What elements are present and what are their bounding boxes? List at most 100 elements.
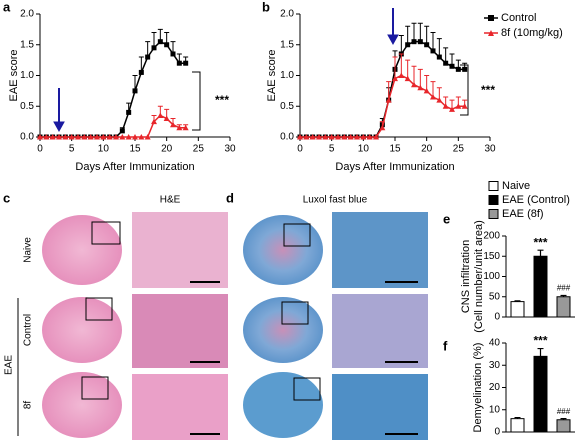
marker xyxy=(75,134,81,140)
panel-label: a xyxy=(3,0,11,14)
marker xyxy=(366,134,373,140)
marker xyxy=(417,84,424,91)
y-tick-label: 0 xyxy=(494,427,500,438)
x-axis-label: Days After Immunization xyxy=(335,161,454,173)
error-bar xyxy=(392,56,398,79)
x-axis-label: Days After Immunization xyxy=(75,161,194,173)
marker xyxy=(43,134,50,140)
y-axis-label: (Cell number/unit area) xyxy=(473,220,485,333)
marker xyxy=(49,134,56,140)
y-tick-label: 0.0 xyxy=(20,132,34,143)
marker xyxy=(392,75,398,82)
marker xyxy=(170,121,176,128)
row-label: Naive xyxy=(23,237,34,263)
legend-label: EAE (8f) xyxy=(502,208,544,220)
he-high xyxy=(132,212,228,440)
panel-label: e xyxy=(443,211,450,226)
y-tick-label: 0.0 xyxy=(280,132,294,143)
marker xyxy=(138,69,144,75)
y-tick-label: 1.5 xyxy=(20,39,34,50)
lfb-low xyxy=(243,215,323,438)
y-tick-label: 200 xyxy=(483,231,500,242)
marker xyxy=(68,134,75,140)
marker xyxy=(132,88,138,94)
group-label: EAE xyxy=(4,355,15,375)
marker xyxy=(398,72,405,78)
x-tick-label: 25 xyxy=(453,144,465,155)
error-bar xyxy=(417,68,423,88)
marker xyxy=(411,39,417,45)
marker xyxy=(449,106,455,112)
y-tick-label: 0.5 xyxy=(280,101,294,112)
error-bar xyxy=(398,35,404,54)
marker xyxy=(132,134,138,140)
marker xyxy=(411,81,417,88)
marker xyxy=(347,134,354,140)
legend-label: Control xyxy=(501,12,536,24)
marker xyxy=(182,124,189,131)
sig-bracket xyxy=(192,71,201,131)
y-tick-label: 150 xyxy=(483,251,500,262)
y-tick-label: 10 xyxy=(489,404,501,415)
marker xyxy=(81,134,88,140)
panel-label: d xyxy=(226,190,234,205)
marker xyxy=(163,115,170,122)
panel-label: c xyxy=(3,190,10,205)
marker xyxy=(62,134,69,140)
significance: *** xyxy=(533,235,547,249)
marker xyxy=(119,134,126,140)
marker xyxy=(424,42,430,48)
legend-label: 8f (10mg/kg) xyxy=(501,27,563,39)
significance: *** xyxy=(215,93,229,107)
marker xyxy=(360,134,367,140)
error-bar xyxy=(386,81,392,101)
legend-label: Naive xyxy=(502,180,530,192)
marker xyxy=(106,134,113,140)
y-tick-label: 30 xyxy=(489,360,501,371)
marker xyxy=(303,134,310,140)
bar xyxy=(533,355,548,433)
y-tick-label: 1.0 xyxy=(280,70,294,81)
marker xyxy=(37,134,43,140)
error-bar xyxy=(411,65,417,85)
legend-label: EAE (Control) xyxy=(502,194,570,206)
marker xyxy=(436,97,443,103)
marker xyxy=(404,75,411,82)
marker xyxy=(126,109,132,115)
marker xyxy=(462,66,468,72)
x-tick-label: 30 xyxy=(224,144,236,155)
legend-marker xyxy=(488,30,494,36)
y-tick-label: 0 xyxy=(494,312,500,323)
bar xyxy=(510,418,525,433)
bar xyxy=(510,301,525,318)
error-bar xyxy=(430,31,436,51)
y-tick-label: 2.0 xyxy=(280,9,294,20)
y-tick-label: 2.0 xyxy=(20,9,34,20)
marker xyxy=(176,124,183,131)
x-tick-label: 5 xyxy=(69,144,75,155)
marker xyxy=(87,134,94,140)
histology xyxy=(17,212,428,440)
marker xyxy=(328,134,335,140)
marker xyxy=(119,128,125,134)
significance: ### xyxy=(557,284,571,293)
legend-marker xyxy=(488,15,494,21)
marker xyxy=(423,87,430,94)
error-bar xyxy=(132,75,138,91)
x-tick-label: 20 xyxy=(161,144,173,155)
marker xyxy=(442,103,449,109)
marker xyxy=(354,134,360,140)
marker xyxy=(113,134,119,140)
x-tick-label: 10 xyxy=(98,144,110,155)
y-tick-label: 40 xyxy=(489,338,501,349)
x-tick-label: 30 xyxy=(484,144,496,155)
marker xyxy=(145,54,151,60)
error-bar xyxy=(443,47,449,64)
marker xyxy=(373,134,379,140)
marker xyxy=(335,134,341,140)
error-bar xyxy=(138,56,144,73)
y-axis-label: EAE score xyxy=(8,50,20,102)
marker xyxy=(385,97,392,103)
y-axis-label: EAE score xyxy=(266,50,278,102)
